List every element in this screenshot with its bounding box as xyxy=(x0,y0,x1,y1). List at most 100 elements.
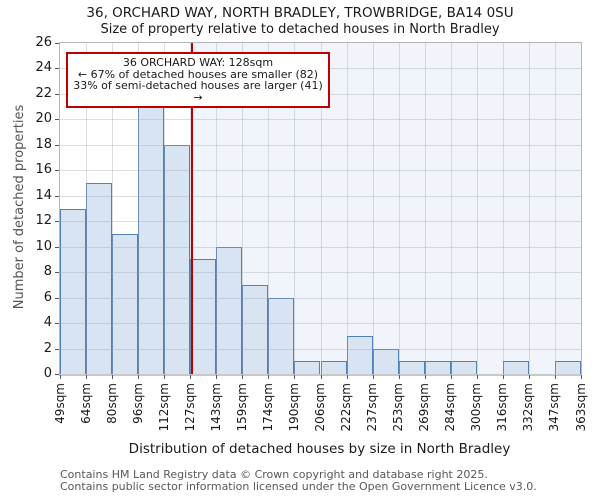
y-tick xyxy=(55,68,59,70)
vertical-gridline xyxy=(268,43,270,374)
x-tick-label: 300sqm xyxy=(469,383,484,432)
x-tick xyxy=(476,375,478,379)
horizontal-gridline xyxy=(60,272,581,274)
y-tick xyxy=(55,195,59,197)
horizontal-gridline xyxy=(60,297,581,299)
horizontal-gridline xyxy=(60,246,581,248)
x-tick-label: 80sqm xyxy=(104,383,119,424)
vertical-gridline xyxy=(138,43,140,374)
footer-line-1: Contains HM Land Registry data © Crown c… xyxy=(60,468,488,481)
x-tick xyxy=(450,375,452,379)
x-tick xyxy=(112,375,114,379)
x-tick-label: 112sqm xyxy=(156,383,171,432)
x-tick xyxy=(86,375,88,379)
vertical-gridline xyxy=(242,43,244,374)
vertical-gridline xyxy=(372,43,374,374)
histogram-bar xyxy=(502,361,529,374)
x-tick-label: 253sqm xyxy=(391,383,406,432)
x-tick-label: 64sqm xyxy=(78,383,93,424)
x-tick xyxy=(216,375,218,379)
x-tick xyxy=(164,375,166,379)
vertical-gridline xyxy=(398,43,400,374)
y-tick xyxy=(55,43,59,44)
x-tick xyxy=(346,375,348,379)
page-title: 36, ORCHARD WAY, NORTH BRADLEY, TROWBRID… xyxy=(86,5,514,21)
y-tick-label: 4 xyxy=(43,315,52,331)
y-tick xyxy=(55,119,59,121)
histogram-bar xyxy=(164,144,191,374)
x-tick xyxy=(372,375,374,379)
y-tick xyxy=(55,246,59,248)
x-tick xyxy=(424,375,426,379)
x-tick xyxy=(268,375,270,379)
vertical-gridline xyxy=(476,43,478,374)
horizontal-gridline xyxy=(60,195,581,197)
y-tick-label: 0 xyxy=(43,366,52,381)
histogram-bar xyxy=(138,93,165,374)
vertical-gridline xyxy=(320,43,322,374)
annotation-line-3: 33% of semi-detached houses are larger (… xyxy=(73,79,323,104)
y-tick-label: 16 xyxy=(35,162,52,178)
x-tick xyxy=(320,375,322,379)
y-tick xyxy=(55,272,59,274)
vertical-gridline xyxy=(528,43,530,374)
x-tick-label: 284sqm xyxy=(443,383,458,432)
y-tick-label: 18 xyxy=(35,136,52,152)
y-tick-label: 14 xyxy=(35,187,52,203)
y-tick xyxy=(55,170,59,172)
histogram-bar xyxy=(424,361,451,374)
property-size-marker-line xyxy=(190,43,193,374)
y-tick xyxy=(55,323,59,325)
horizontal-gridline xyxy=(60,348,581,350)
annotation-box: 36 ORCHARD WAY: 128sqm ← 67% of detached… xyxy=(66,52,330,109)
histogram-bar xyxy=(294,361,321,374)
annotation-line-1: 36 ORCHARD WAY: 128sqm xyxy=(122,56,274,69)
x-tick-label: 316sqm xyxy=(495,383,510,432)
x-tick-label: 143sqm xyxy=(208,383,223,432)
y-tick-label: 22 xyxy=(35,85,52,101)
y-tick xyxy=(55,93,59,95)
histogram-bar xyxy=(450,361,477,374)
plot-area: 36 ORCHARD WAY: 128sqm ← 67% of detached… xyxy=(35,35,587,431)
x-tick xyxy=(398,375,400,379)
vertical-gridline xyxy=(554,43,556,374)
vertical-gridline xyxy=(164,43,166,374)
x-tick-label: 206sqm xyxy=(313,383,327,432)
y-tick xyxy=(55,144,59,146)
vertical-gridline xyxy=(450,43,452,374)
x-tick xyxy=(138,375,140,379)
histogram-bar xyxy=(190,259,217,374)
y-tick-label: 6 xyxy=(43,289,52,305)
histogram-bar xyxy=(216,246,243,374)
y-tick-label: 2 xyxy=(43,340,52,356)
y-tick xyxy=(55,348,59,350)
y-tick-label: 10 xyxy=(35,238,52,254)
histogram-bar xyxy=(554,361,581,374)
y-tick xyxy=(55,374,59,375)
x-tick-label: 347sqm xyxy=(547,383,562,432)
horizontal-gridline xyxy=(60,323,581,325)
x-tick-label: 237sqm xyxy=(365,383,380,432)
x-tick xyxy=(242,375,244,379)
x-tick-label: 269sqm xyxy=(417,383,432,432)
x-axis-title: Distribution of detached houses by size … xyxy=(128,441,511,457)
x-tick xyxy=(502,375,504,379)
histogram-bar xyxy=(112,233,139,374)
vertical-gridline xyxy=(86,43,88,374)
histogram-bar xyxy=(398,361,425,374)
histogram-bar xyxy=(60,208,87,374)
x-tick xyxy=(581,375,582,379)
vertical-gridline xyxy=(112,43,114,374)
x-tick-label: 49sqm xyxy=(52,383,67,424)
horizontal-gridline xyxy=(60,119,581,121)
x-tick-label: 332sqm xyxy=(521,383,536,432)
x-tick xyxy=(554,375,556,379)
vertical-gridline xyxy=(502,43,504,374)
y-tick xyxy=(55,297,59,299)
y-tick-label: 26 xyxy=(35,35,52,50)
x-tick-label: 159sqm xyxy=(234,383,249,432)
x-tick xyxy=(294,375,296,379)
page-subtitle: Size of property relative to detached ho… xyxy=(100,22,500,37)
histogram-bar xyxy=(86,183,113,374)
